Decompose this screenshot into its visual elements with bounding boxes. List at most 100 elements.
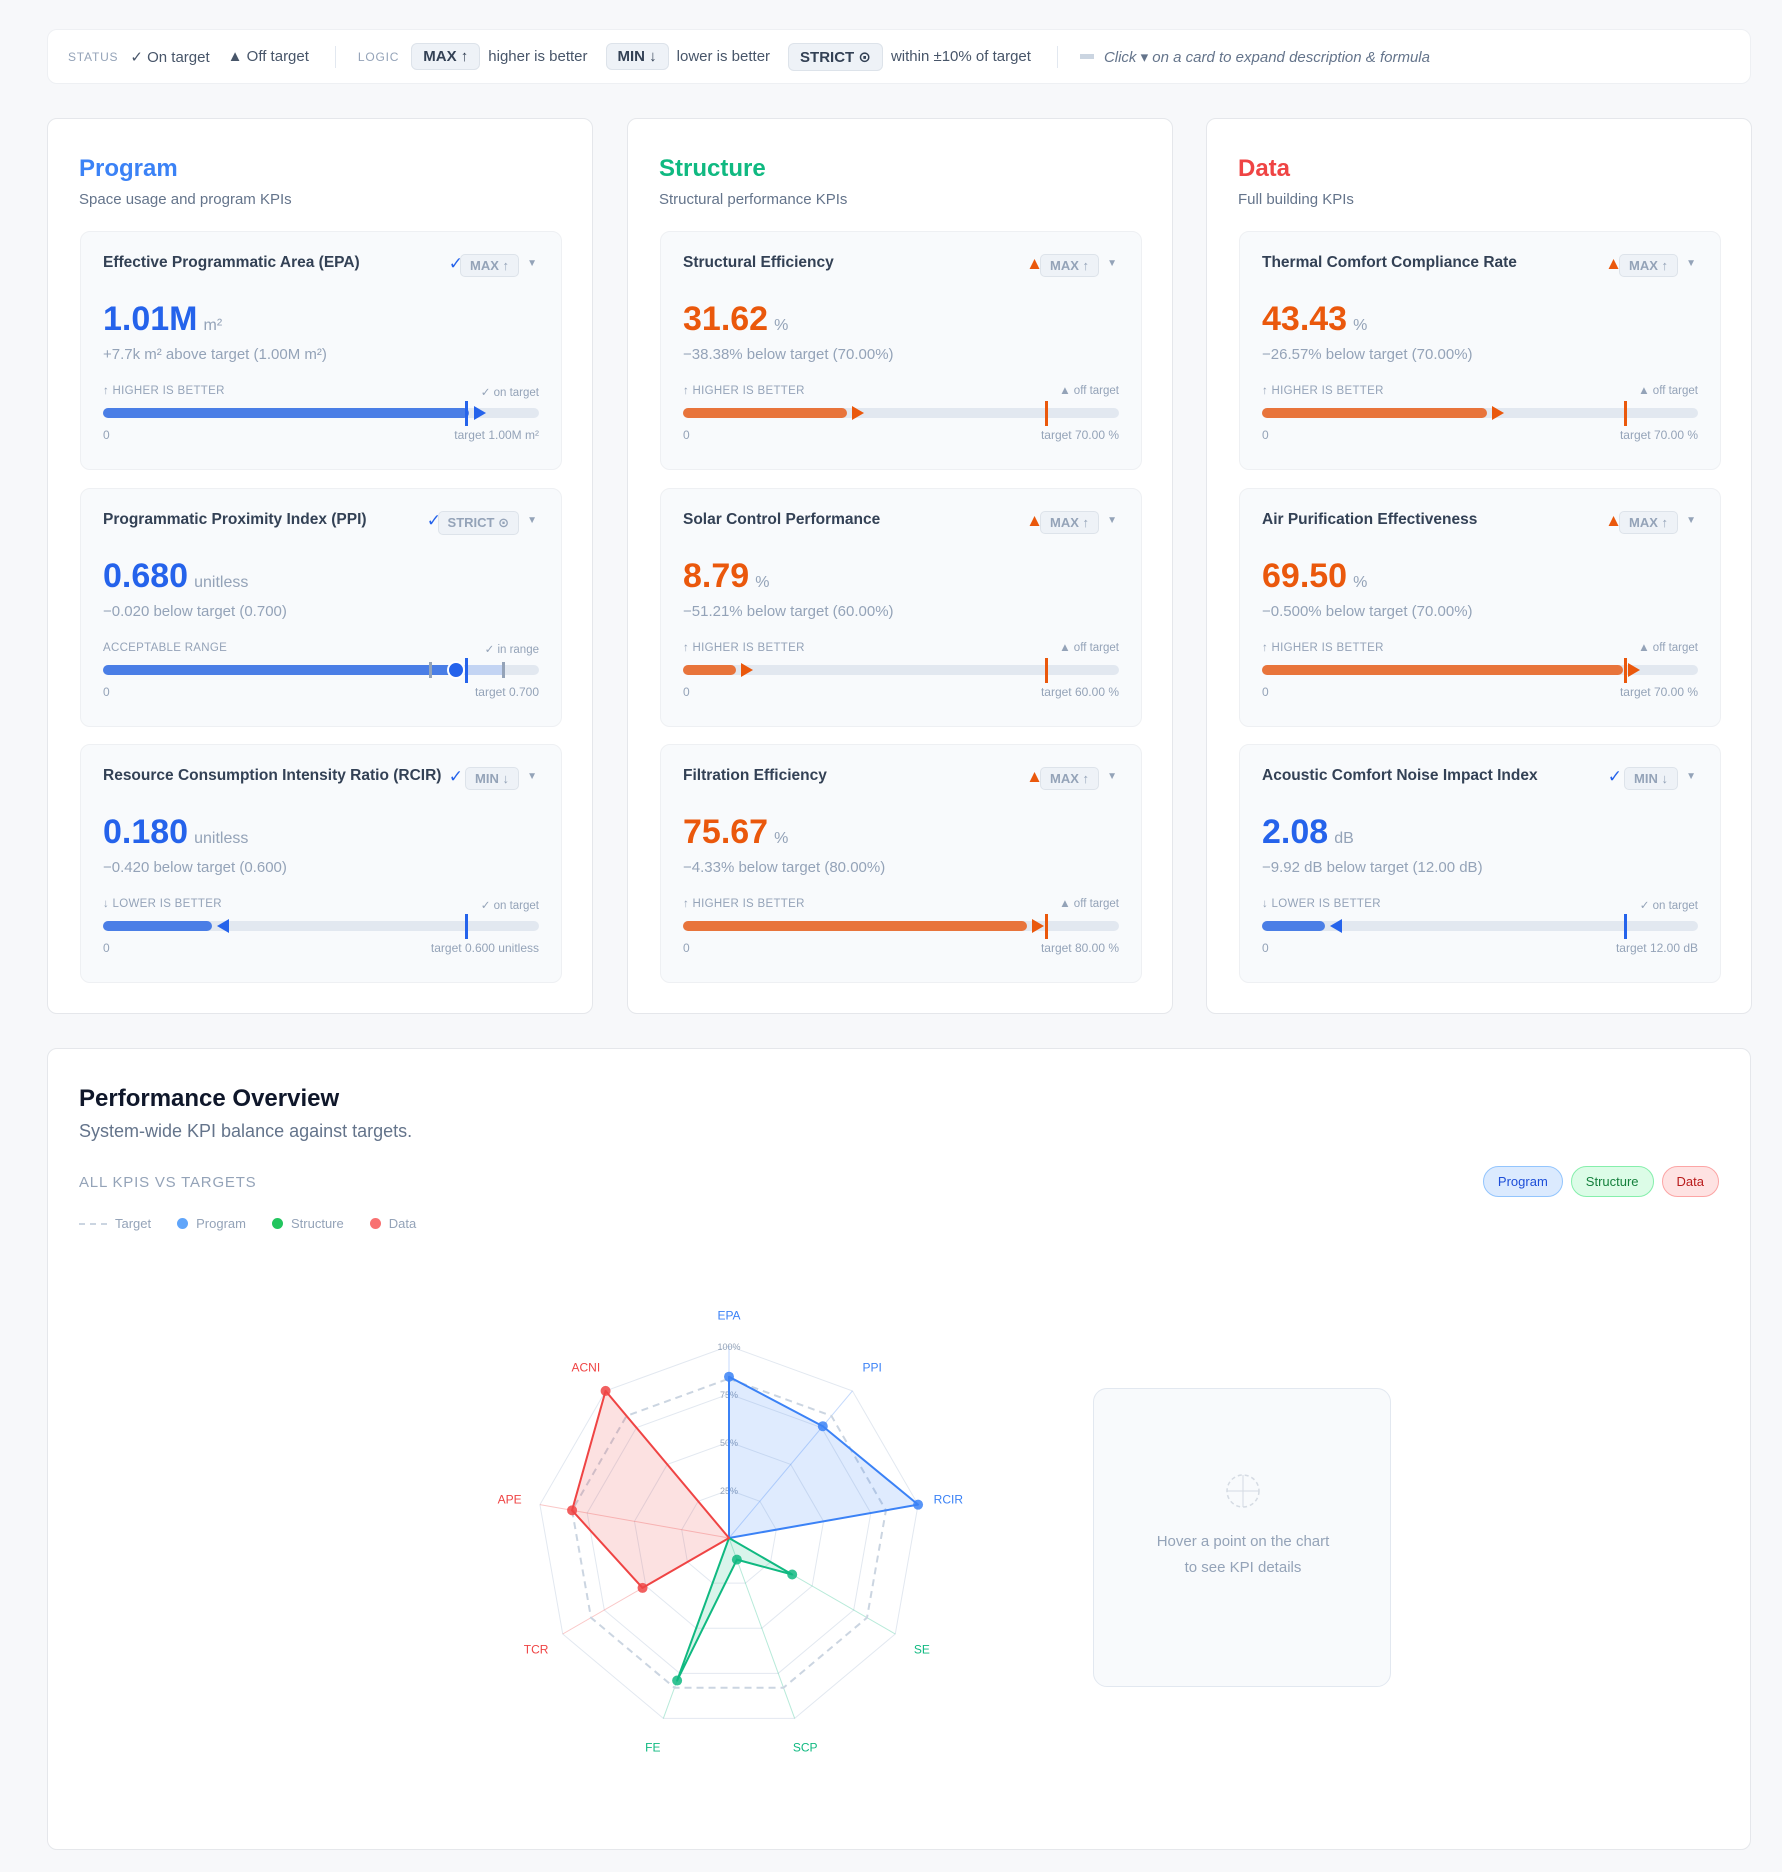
- bar-status: ▲ off target: [1638, 642, 1698, 654]
- filter-structure[interactable]: Structure: [1570, 1166, 1654, 1197]
- bar-label: ↓ LOWER IS BETTER: [1262, 898, 1381, 910]
- axis-label-epa: EPA: [717, 1308, 740, 1322]
- overview-caption: ALL KPIS VS TARGETS: [79, 1174, 257, 1191]
- legend-label: Structure: [291, 1216, 344, 1231]
- kpi-detail-panel: Hover a point on the chart to see KPI de…: [1093, 1388, 1391, 1687]
- bar-label: ↓ LOWER IS BETTER: [103, 898, 222, 910]
- kpi-title: Solar Control Performance: [683, 511, 881, 528]
- delta-text: −9.92 dB below target (12.00 dB): [1262, 859, 1483, 876]
- kpi-value: 75.67%: [683, 813, 788, 852]
- expand-caret-icon[interactable]: ▼: [527, 515, 537, 526]
- value-unit: m²: [203, 317, 223, 334]
- target-marker: [1624, 401, 1628, 426]
- strict-desc: within ±10% of target: [890, 48, 1031, 65]
- grid-ring: [681, 1489, 777, 1584]
- kpi-card[interactable]: Effective Programmatic Area (EPA) ✓ MAX …: [80, 231, 562, 470]
- warning-triangle-icon: ▲: [1605, 254, 1622, 273]
- bar-target-label: target 80.00 %: [1040, 941, 1119, 955]
- on-target-legend: ✓ On target: [130, 48, 210, 66]
- group-subtitle: Structural performance KPIs: [659, 191, 848, 208]
- expand-caret-icon[interactable]: ▼: [1686, 771, 1696, 782]
- expand-caret-icon[interactable]: ▼: [1686, 258, 1696, 269]
- kpi-card[interactable]: Solar Control Performance ▲ MAX ↑ ▼ 8.79…: [660, 488, 1142, 727]
- filter-data[interactable]: Data: [1661, 1166, 1719, 1197]
- expand-caret-icon[interactable]: ▼: [1107, 258, 1117, 269]
- logic-pill: MAX ↑: [460, 254, 519, 277]
- expand-caret-icon[interactable]: ▼: [1686, 515, 1696, 526]
- series-area-program: [728, 1375, 920, 1539]
- expand-hint: Click ▾ on a card to expand description …: [1103, 48, 1430, 66]
- data-point-epa: [724, 1371, 734, 1382]
- value-unit: %: [774, 830, 789, 847]
- bar-min-label: 0: [1262, 685, 1269, 699]
- legend-bar: STATUS ✓ On target ▲ Off target LOGIC MA…: [47, 29, 1751, 84]
- delta-text: −0.020 below target (0.700): [103, 603, 287, 620]
- warning-triangle-icon: ▲: [1026, 511, 1043, 530]
- kpi-title: Acoustic Comfort Noise Impact Index: [1262, 767, 1538, 784]
- kpi-title: Filtration Efficiency: [683, 767, 827, 784]
- bar-target-label: target 0.700: [474, 685, 539, 699]
- kpi-card[interactable]: Structural Efficiency ▲ MAX ↑ ▼ 31.62% −…: [660, 231, 1142, 470]
- legend-label: Program: [196, 1216, 246, 1231]
- strict-pill: STRICT ⊙: [788, 42, 883, 71]
- value-fill: [683, 921, 1027, 931]
- target-marker: [1624, 914, 1628, 939]
- logic-pill: MAX ↑: [1040, 511, 1099, 534]
- bar-label: ↑ HIGHER IS BETTER: [683, 385, 805, 397]
- legend-label: Target: [115, 1216, 152, 1231]
- expand-caret-icon[interactable]: ▼: [527, 258, 537, 269]
- check-icon: ✓: [1607, 767, 1622, 786]
- bar-target-label: target 12.00 dB: [1615, 941, 1698, 955]
- bar-status: ✓ on target: [480, 387, 539, 399]
- expand-caret-icon[interactable]: ▼: [1107, 515, 1117, 526]
- bar-status: ✓ on target: [1639, 900, 1698, 912]
- data-point-scp: [731, 1554, 742, 1565]
- arrow-right-icon: [1492, 406, 1505, 420]
- kpi-card[interactable]: Filtration Efficiency ▲ MAX ↑ ▼ 75.67% −…: [660, 744, 1142, 983]
- logic-pill: STRICT ⊙: [437, 511, 519, 535]
- expand-caret-icon[interactable]: ▼: [1107, 771, 1117, 782]
- overview-subtitle: System-wide KPI balance against targets.: [79, 1121, 413, 1141]
- dashed-line-icon: [79, 1222, 107, 1225]
- kpi-card[interactable]: Programmatic Proximity Index (PPI) ✓ STR…: [80, 488, 562, 727]
- axis-label-ppi: PPI: [862, 1360, 881, 1374]
- kpi-card[interactable]: Thermal Comfort Compliance Rate ▲ MAX ↑ …: [1239, 231, 1721, 470]
- delta-text: −0.500% below target (70.00%): [1262, 603, 1473, 620]
- arrow-left-icon: [1329, 919, 1342, 933]
- kpi-value: 69.50%: [1262, 557, 1367, 596]
- logic-pill: MIN ↓: [465, 767, 519, 790]
- bar-target-label: target 70.00 %: [1619, 685, 1698, 699]
- axis-label-rcir: RCIR: [934, 1492, 964, 1506]
- kpi-title: Air Purification Effectiveness: [1262, 511, 1478, 528]
- filter-program[interactable]: Program: [1482, 1166, 1563, 1197]
- bar-label: ↑ HIGHER IS BETTER: [103, 385, 225, 397]
- target-marker: [465, 658, 469, 683]
- max-pill: MAX ↑: [411, 43, 481, 70]
- value-number: 43.43: [1262, 300, 1348, 338]
- bar-min-label: 0: [1262, 941, 1269, 955]
- progress-bar: [1262, 658, 1698, 683]
- group-title: Structure: [659, 155, 766, 182]
- kpi-title: Programmatic Proximity Index (PPI): [103, 511, 367, 528]
- expand-caret-icon[interactable]: ▼: [527, 771, 537, 782]
- value-unit: dB: [1334, 830, 1354, 847]
- bar-target-label: target 60.00 %: [1040, 685, 1119, 699]
- axis-label-acni: ACNI: [572, 1360, 601, 1374]
- check-icon: ✓: [448, 767, 463, 786]
- kpi-card[interactable]: Acoustic Comfort Noise Impact Index ✓ MI…: [1239, 744, 1721, 983]
- grid-ring: [539, 1345, 919, 1719]
- logic-pill: MIN ↓: [1624, 767, 1678, 790]
- group-program: Program Space usage and program KPIs Eff…: [47, 118, 593, 1014]
- kpi-card[interactable]: Air Purification Effectiveness ▲ MAX ↑ ▼…: [1239, 488, 1721, 727]
- value-number: 0.180: [103, 813, 189, 851]
- bar-status: ▲ off target: [1059, 385, 1119, 397]
- overview-title: Performance Overview: [79, 1085, 340, 1112]
- legend-program: Program: [177, 1216, 246, 1231]
- kpi-card[interactable]: Resource Consumption Intensity Ratio (RC…: [80, 744, 562, 983]
- progress-bar: [683, 914, 1119, 939]
- value-unit: unitless: [194, 574, 249, 591]
- check-icon: ✓: [448, 254, 463, 273]
- min-desc: lower is better: [676, 48, 771, 65]
- value-fill: [103, 408, 470, 418]
- crosshair-icon: [1226, 1474, 1260, 1508]
